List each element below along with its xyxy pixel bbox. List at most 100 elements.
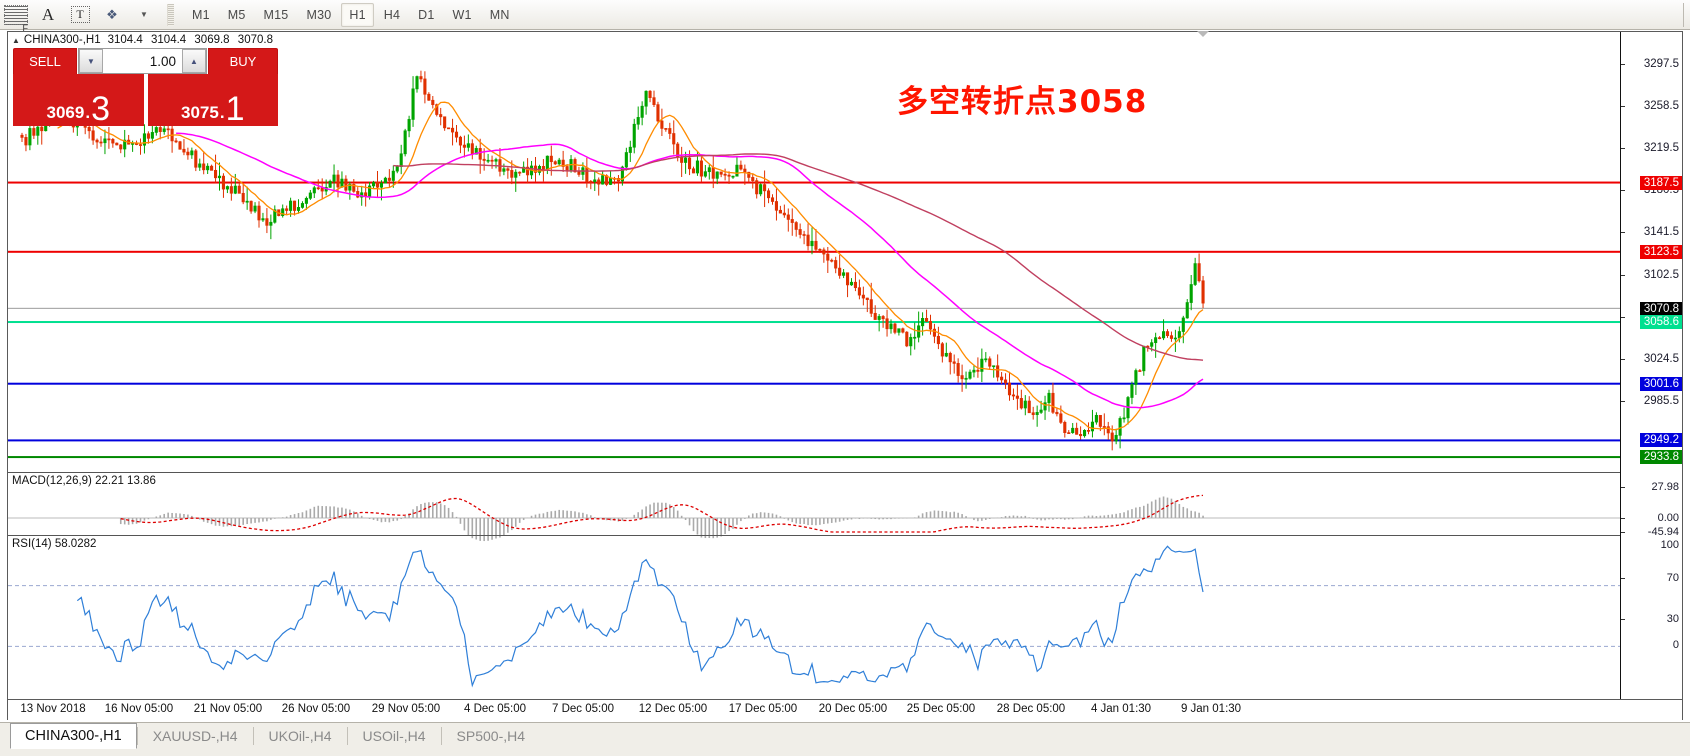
rsi-indicator xyxy=(8,545,1620,688)
chart-ohlc: 3104.4 3104.4 3069.8 3070.8 xyxy=(108,34,278,46)
chart-tab-4[interactable]: SP500-,H4 xyxy=(441,723,541,749)
shapes-dropdown-icon[interactable]: ▼ xyxy=(140,10,148,19)
candlestick-series xyxy=(20,70,1205,451)
macd-tick xyxy=(1621,532,1625,533)
price-tick xyxy=(1621,401,1625,403)
ohlc-close: 3070.8 xyxy=(237,34,273,46)
one-click-trading-panel[interactable]: SELL ▼ 1.00 ▲ BUY 3069 . 3 3075 . 1 xyxy=(13,48,278,126)
timeframe-group: M1 M5 M15 M30 H1 H4 D1 W1 MN xyxy=(183,2,519,27)
price-level-label-black[interactable]: 3070.8 xyxy=(1639,301,1682,316)
time-tick-label: 21 Nov 05:00 xyxy=(193,703,263,715)
price-level-label-red[interactable]: 3123.5 xyxy=(1639,244,1682,259)
price-level-line xyxy=(8,456,1620,459)
volume-input[interactable]: ▼ 1.00 ▲ xyxy=(78,48,207,74)
sell-price-separator: . xyxy=(85,103,91,122)
price-level-label-green[interactable]: 3058.6 xyxy=(1639,315,1682,330)
moving-average-line xyxy=(176,132,1204,409)
time-tick-label: 13 Nov 2018 xyxy=(20,703,86,715)
time-tick-label: 16 Nov 05:00 xyxy=(104,703,174,715)
timeframe-mn[interactable]: MN xyxy=(489,7,510,22)
time-tick-label: 12 Dec 05:00 xyxy=(638,703,708,715)
chart-tab-1[interactable]: XAUUSD-,H4 xyxy=(137,723,253,749)
sell-price-integer: 3069 xyxy=(46,103,85,122)
buy-price[interactable]: 3075 . 1 xyxy=(147,74,278,129)
rsi-tick-label: 30 xyxy=(1666,613,1679,625)
chart-tab-2[interactable]: UKOil-,H4 xyxy=(253,723,347,749)
macd-tick-label: -45.94 xyxy=(1647,526,1679,538)
price-level-label-blue[interactable]: 2949.2 xyxy=(1639,433,1682,448)
macd-panel-separator xyxy=(8,472,1682,473)
buy-button[interactable]: BUY xyxy=(208,48,278,74)
buy-price-decimal: 1 xyxy=(225,90,245,129)
collapse-icon[interactable]: ▲ xyxy=(12,35,20,45)
time-tick-label: 20 Dec 05:00 xyxy=(818,703,888,715)
rsi-tick-label: 0 xyxy=(1672,639,1679,651)
price-tick-label: 3141.5 xyxy=(1643,226,1679,239)
timeframe-h4[interactable]: H4 xyxy=(383,7,401,22)
price-tick-label: 3024.5 xyxy=(1643,352,1679,365)
chart-annotation-text[interactable]: 多空转折点3058 xyxy=(897,84,1148,120)
tab-divider xyxy=(252,727,254,745)
shapes-tool-icon[interactable]: ❖ xyxy=(106,6,118,22)
toolbar-separator xyxy=(167,3,174,26)
price-level-line xyxy=(8,321,1620,324)
tab-divider xyxy=(136,727,138,745)
macd-indicator-label: MACD(12,26,9) 22.21 13.86 xyxy=(12,475,156,487)
chart-tab-0[interactable]: CHINA300-,H1 xyxy=(10,723,137,749)
moving-average-line xyxy=(393,153,1204,361)
price-level-label-blue[interactable]: 3001.6 xyxy=(1639,376,1682,391)
time-tick-label: 29 Nov 05:00 xyxy=(371,703,441,715)
time-tick-label: 4 Dec 05:00 xyxy=(463,703,527,715)
timeframe-h1[interactable]: H1 xyxy=(341,2,374,27)
price-tick-label: 2985.5 xyxy=(1643,395,1679,408)
rsi-tick-label: 100 xyxy=(1660,539,1679,551)
price-tick xyxy=(1621,105,1625,107)
moving-average-line xyxy=(57,101,1204,431)
timeframe-m30[interactable]: M30 xyxy=(306,7,332,22)
price-level-label-red[interactable]: 3187.5 xyxy=(1639,175,1682,190)
time-tick-label: 4 Jan 01:30 xyxy=(1090,703,1152,715)
chart-scroll-marker[interactable] xyxy=(1197,31,1209,37)
price-tick-label: 3258.5 xyxy=(1643,99,1679,112)
sell-price[interactable]: 3069 . 3 xyxy=(13,74,144,126)
chart-tab-3[interactable]: USOil-,H4 xyxy=(347,723,441,749)
timeframe-d1[interactable]: D1 xyxy=(418,7,435,22)
trade-panel-controls: SELL ▼ 1.00 ▲ BUY xyxy=(13,48,278,74)
price-tick-label: 3102.5 xyxy=(1643,268,1679,281)
rsi-indicator-label: RSI(14) 58.0282 xyxy=(12,538,97,550)
volume-increase-icon[interactable]: ▲ xyxy=(182,49,206,73)
macd-indicator xyxy=(8,494,1620,542)
rsi-tick xyxy=(1621,619,1625,620)
timeframe-w1[interactable]: W1 xyxy=(452,7,472,22)
rsi-panel-separator xyxy=(8,535,1682,536)
chart-plot-area[interactable] xyxy=(8,32,1620,699)
timeframe-m15[interactable]: M15 xyxy=(263,7,289,22)
timeframe-m1[interactable]: M1 xyxy=(192,7,210,22)
tab-divider xyxy=(440,727,442,745)
timeframe-m5[interactable]: M5 xyxy=(227,7,246,22)
text-label-tool-icon[interactable]: A xyxy=(41,4,55,24)
buy-price-integer: 3075 xyxy=(181,103,219,122)
chart-symbol-label: CHINA300-,H1 xyxy=(23,34,101,46)
macd-tick xyxy=(1621,518,1625,519)
ohlc-low: 3069.8 xyxy=(194,34,230,46)
toolbar-right-separator xyxy=(1683,3,1684,27)
time-tick-label: 7 Dec 05:00 xyxy=(551,703,615,715)
text-object-tool-icon[interactable]: T xyxy=(65,2,95,28)
sell-price-decimal: 3 xyxy=(91,90,110,129)
price-level-line xyxy=(8,181,1620,184)
price-tick xyxy=(1621,358,1625,360)
price-chart[interactable]: ▲ CHINA300-,H1 3104.4 3104.4 3069.8 3070… xyxy=(7,31,1683,700)
price-level-label-dgreen[interactable]: 2933.8 xyxy=(1639,450,1682,465)
price-level-line xyxy=(8,382,1620,385)
sell-button[interactable]: SELL xyxy=(13,48,77,74)
macd-signal-line xyxy=(120,494,1204,533)
time-axis[interactable]: 13 Nov 2018 16 Nov 05:00 21 Nov 05:00 26 No… xyxy=(7,700,1683,720)
volume-decrease-icon[interactable]: ▼ xyxy=(79,49,103,73)
price-tick xyxy=(1621,232,1625,234)
time-tick-label: 28 Dec 05:00 xyxy=(996,703,1066,715)
chart-canvas xyxy=(8,70,1620,688)
volume-value[interactable]: 1.00 xyxy=(149,53,176,69)
fibo-tool-icon[interactable] xyxy=(1,2,31,33)
price-axis[interactable]: 3297.53258.53219.53180.53141.53102.53063… xyxy=(1620,32,1682,699)
